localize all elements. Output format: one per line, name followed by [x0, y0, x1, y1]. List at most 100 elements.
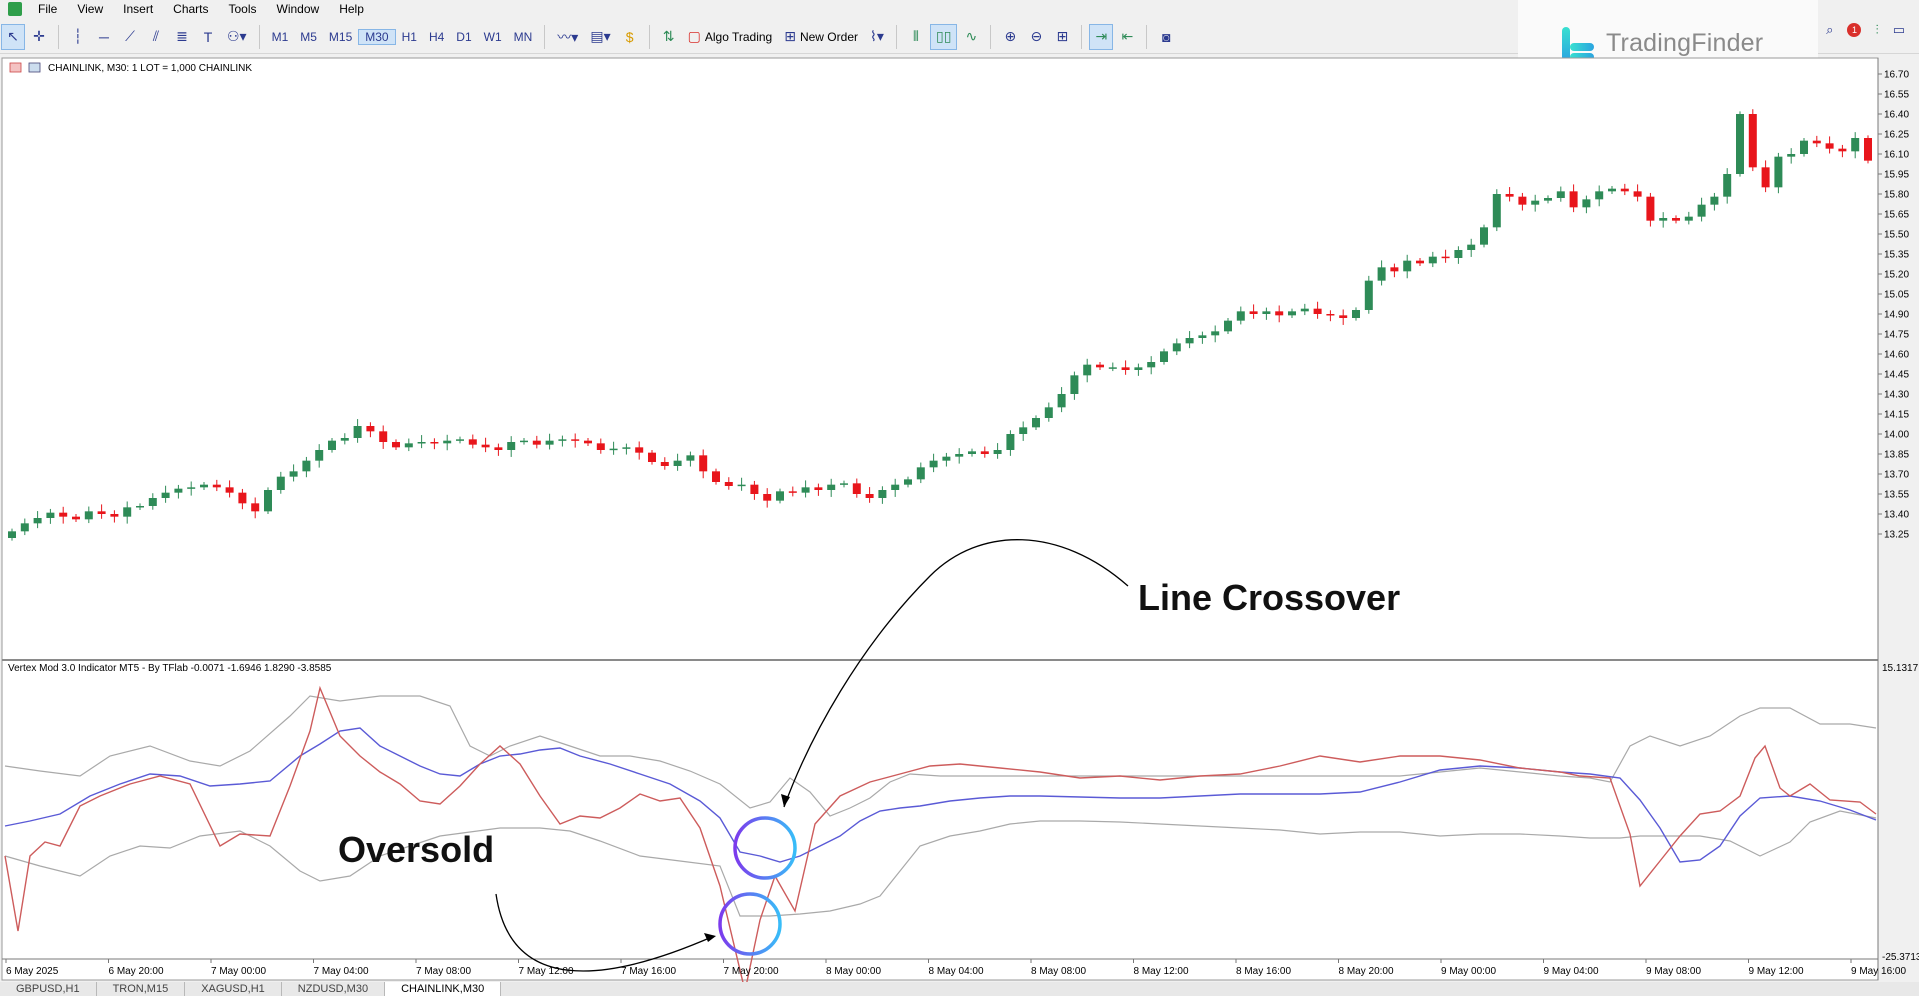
timeframe-h4[interactable]: H4	[428, 29, 445, 44]
chart-shift-icon[interactable]: ⇤	[1121, 28, 1134, 44]
new-order-button[interactable]: ⊞ New Order	[779, 24, 863, 50]
chart-header: CHAINLINK, M30: 1 LOT = 1,000 CHAINLINK	[9, 62, 252, 74]
candle-body	[520, 440, 528, 443]
zoom-out-icon[interactable]: ⊖	[1030, 28, 1043, 44]
crosshair-icon[interactable]: ✛	[33, 28, 45, 44]
candle-body	[584, 440, 592, 444]
candle-body	[840, 483, 848, 485]
timeframe-d1[interactable]: D1	[456, 29, 472, 44]
crossover-arrow-head	[781, 794, 790, 807]
tab-xagusd-h1[interactable]: XAGUSD,H1	[185, 982, 282, 996]
candle-body	[1569, 191, 1578, 208]
cursor-icon[interactable]: ↖	[1, 23, 25, 50]
time-label: 8 May 08:00	[1031, 966, 1086, 977]
tab-tron-m15[interactable]: TRON,M15	[96, 982, 186, 996]
candle-body	[84, 511, 93, 520]
indicator-min-label: -25.3713	[1882, 952, 1919, 963]
menu-tools[interactable]: Tools	[228, 2, 257, 16]
time-label: 9 May 00:00	[1441, 966, 1496, 977]
candle-body	[1467, 244, 1476, 250]
candle-body	[712, 471, 720, 482]
timeframe-m1[interactable]: M1	[271, 29, 289, 44]
tab-gbpusd-h1[interactable]: GBPUSD,H1	[0, 982, 97, 996]
text-icon[interactable]: T	[203, 28, 213, 45]
candle-body	[1505, 194, 1514, 197]
menu-view[interactable]: View	[77, 2, 104, 16]
timeframe-m30[interactable]: M30	[358, 28, 396, 45]
notification-badge[interactable]: 1	[1847, 23, 1862, 37]
trendline-icon[interactable]: ⟋	[125, 28, 135, 44]
price-label: 15.20	[1884, 270, 1909, 281]
candle-body	[814, 487, 823, 490]
screenshot-icon[interactable]: ◙	[1162, 28, 1171, 45]
candle-body	[328, 440, 336, 450]
candle-body	[929, 460, 938, 468]
shapes-icon[interactable]: ⚇▾	[227, 28, 247, 44]
candle-body	[1428, 256, 1437, 264]
timeframe-w1[interactable]: W1	[483, 29, 502, 44]
chart-header-icon	[28, 62, 41, 73]
autoscroll-icon[interactable]: ⇥	[1089, 23, 1114, 50]
timeframe-mn[interactable]: MN	[513, 29, 533, 44]
menu-bar: File View Insert Charts Tools Window Hel…	[0, 0, 1919, 18]
candle-body	[699, 455, 708, 472]
chart-header-icon	[9, 62, 22, 73]
timeframe-m15[interactable]: M15	[328, 29, 353, 44]
candle-body	[852, 483, 861, 494]
candle-body	[622, 447, 631, 449]
indicators-icon[interactable]: ▤▾	[590, 28, 611, 44]
candle-body	[1825, 143, 1834, 149]
toolbar-divider	[544, 24, 546, 49]
signals-icon[interactable]: ⌇▾	[870, 28, 884, 44]
candle-body	[1211, 331, 1220, 336]
vertical-line-icon[interactable]: ┆	[73, 28, 83, 44]
time-label: 8 May 04:00	[929, 966, 984, 977]
annotation-arrows	[495, 539, 1129, 972]
candle-body	[1684, 216, 1693, 221]
candle-body	[1070, 375, 1079, 394]
candle-body	[1249, 311, 1258, 314]
one-click-trading-icon[interactable]: ⇅	[662, 28, 675, 44]
candle-body	[1595, 191, 1604, 200]
chart-area[interactable]: CHAINLINK, M30: 1 LOT = 1,000 CHAINLINK …	[0, 56, 1919, 982]
search-icon[interactable]: ⌕	[1826, 22, 1834, 37]
menu-insert[interactable]: Insert	[123, 2, 154, 16]
timeframe-h1[interactable]: H1	[401, 29, 417, 44]
chart-symbol-label: CHAINLINK, M30: 1 LOT = 1,000 CHAINLINK	[48, 63, 252, 74]
oversold-arrow-line	[495, 893, 715, 972]
zoom-in-icon[interactable]: ⊕	[1004, 28, 1017, 44]
channel-icon[interactable]: ⫽	[152, 28, 160, 44]
tab-nzdusd-m30[interactable]: NZDUSD,M30	[281, 982, 386, 996]
candle-body	[443, 440, 452, 444]
menu-help[interactable]: Help	[339, 2, 364, 16]
menu-window[interactable]: Window	[276, 2, 320, 16]
price-label: 14.45	[1884, 370, 1909, 381]
candle-body	[1544, 198, 1552, 201]
candle-body	[1198, 335, 1207, 338]
candle-body	[200, 484, 208, 488]
tab-chainlink-m30[interactable]: CHAINLINK,M30	[385, 982, 502, 996]
candle-body	[1313, 308, 1322, 314]
candle-body	[1659, 218, 1668, 221]
timeframe-m5[interactable]: M5	[300, 29, 317, 44]
expert-icon[interactable]: $	[625, 28, 634, 45]
signal-strength-icon[interactable]: ⫶	[1875, 22, 1879, 37]
menu-charts[interactable]: Charts	[173, 2, 209, 16]
line-chart-icon[interactable]: ∿	[965, 28, 978, 44]
time-label: 7 May 04:00	[314, 966, 369, 977]
fibonacci-icon[interactable]: ≣	[176, 28, 188, 44]
candlestick-icon[interactable]: ▯▯	[929, 23, 958, 50]
algo-trading-button[interactable]: ▢ Algo Trading	[683, 24, 778, 50]
chat-icon[interactable]: ▭	[1892, 22, 1905, 37]
price-label: 13.40	[1884, 510, 1909, 521]
price-label: 13.55	[1884, 490, 1909, 501]
bar-chart-icon[interactable]: ⫴	[913, 28, 919, 44]
candle-body	[891, 484, 900, 490]
grid-icon[interactable]: ⊞	[1056, 28, 1069, 44]
menu-file[interactable]: File	[38, 2, 58, 16]
candle-body	[1352, 310, 1360, 318]
horizontal-line-icon[interactable]: ─	[99, 28, 109, 45]
chart-type-icon[interactable]: 〰▾	[557, 28, 579, 45]
toolbar-divider	[258, 24, 260, 49]
candle-body	[904, 479, 912, 485]
